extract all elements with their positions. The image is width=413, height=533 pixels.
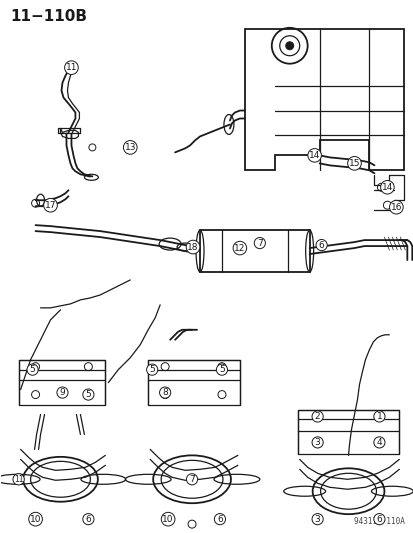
Text: 16: 16: [390, 203, 401, 212]
Text: 5: 5: [218, 365, 224, 374]
Bar: [19, 360, 105, 405]
Text: 2: 2: [314, 412, 320, 421]
Text: 6: 6: [85, 515, 91, 523]
Text: 6: 6: [216, 515, 222, 523]
Text: 6: 6: [376, 515, 381, 523]
Text: 6: 6: [318, 240, 324, 249]
Text: 4: 4: [376, 438, 381, 447]
Text: 94311  110A: 94311 110A: [354, 517, 404, 526]
Text: 14: 14: [381, 183, 392, 192]
Text: 1: 1: [376, 412, 381, 421]
Bar: [297, 409, 399, 454]
Bar: [148, 360, 239, 405]
Text: 3: 3: [314, 438, 320, 447]
Text: 14: 14: [308, 151, 320, 160]
Text: 12: 12: [234, 244, 245, 253]
Text: 7: 7: [256, 239, 262, 248]
Text: 15: 15: [348, 159, 359, 168]
Text: 11: 11: [14, 475, 23, 484]
Text: 3: 3: [314, 515, 320, 523]
Text: 7: 7: [189, 475, 195, 484]
Text: 10: 10: [30, 515, 41, 523]
Circle shape: [285, 42, 293, 50]
Text: 11−110B: 11−110B: [11, 9, 88, 24]
Text: 13: 13: [124, 143, 136, 152]
Text: 5: 5: [149, 365, 155, 374]
Text: 17: 17: [45, 201, 56, 209]
Text: 11: 11: [66, 63, 77, 72]
Text: 9: 9: [59, 388, 65, 397]
Text: 10: 10: [162, 515, 173, 523]
Text: 8: 8: [162, 388, 168, 397]
Text: 5: 5: [85, 390, 91, 399]
Text: 5: 5: [30, 365, 36, 374]
Text: 18: 18: [187, 243, 198, 252]
Bar: [199, 230, 309, 272]
